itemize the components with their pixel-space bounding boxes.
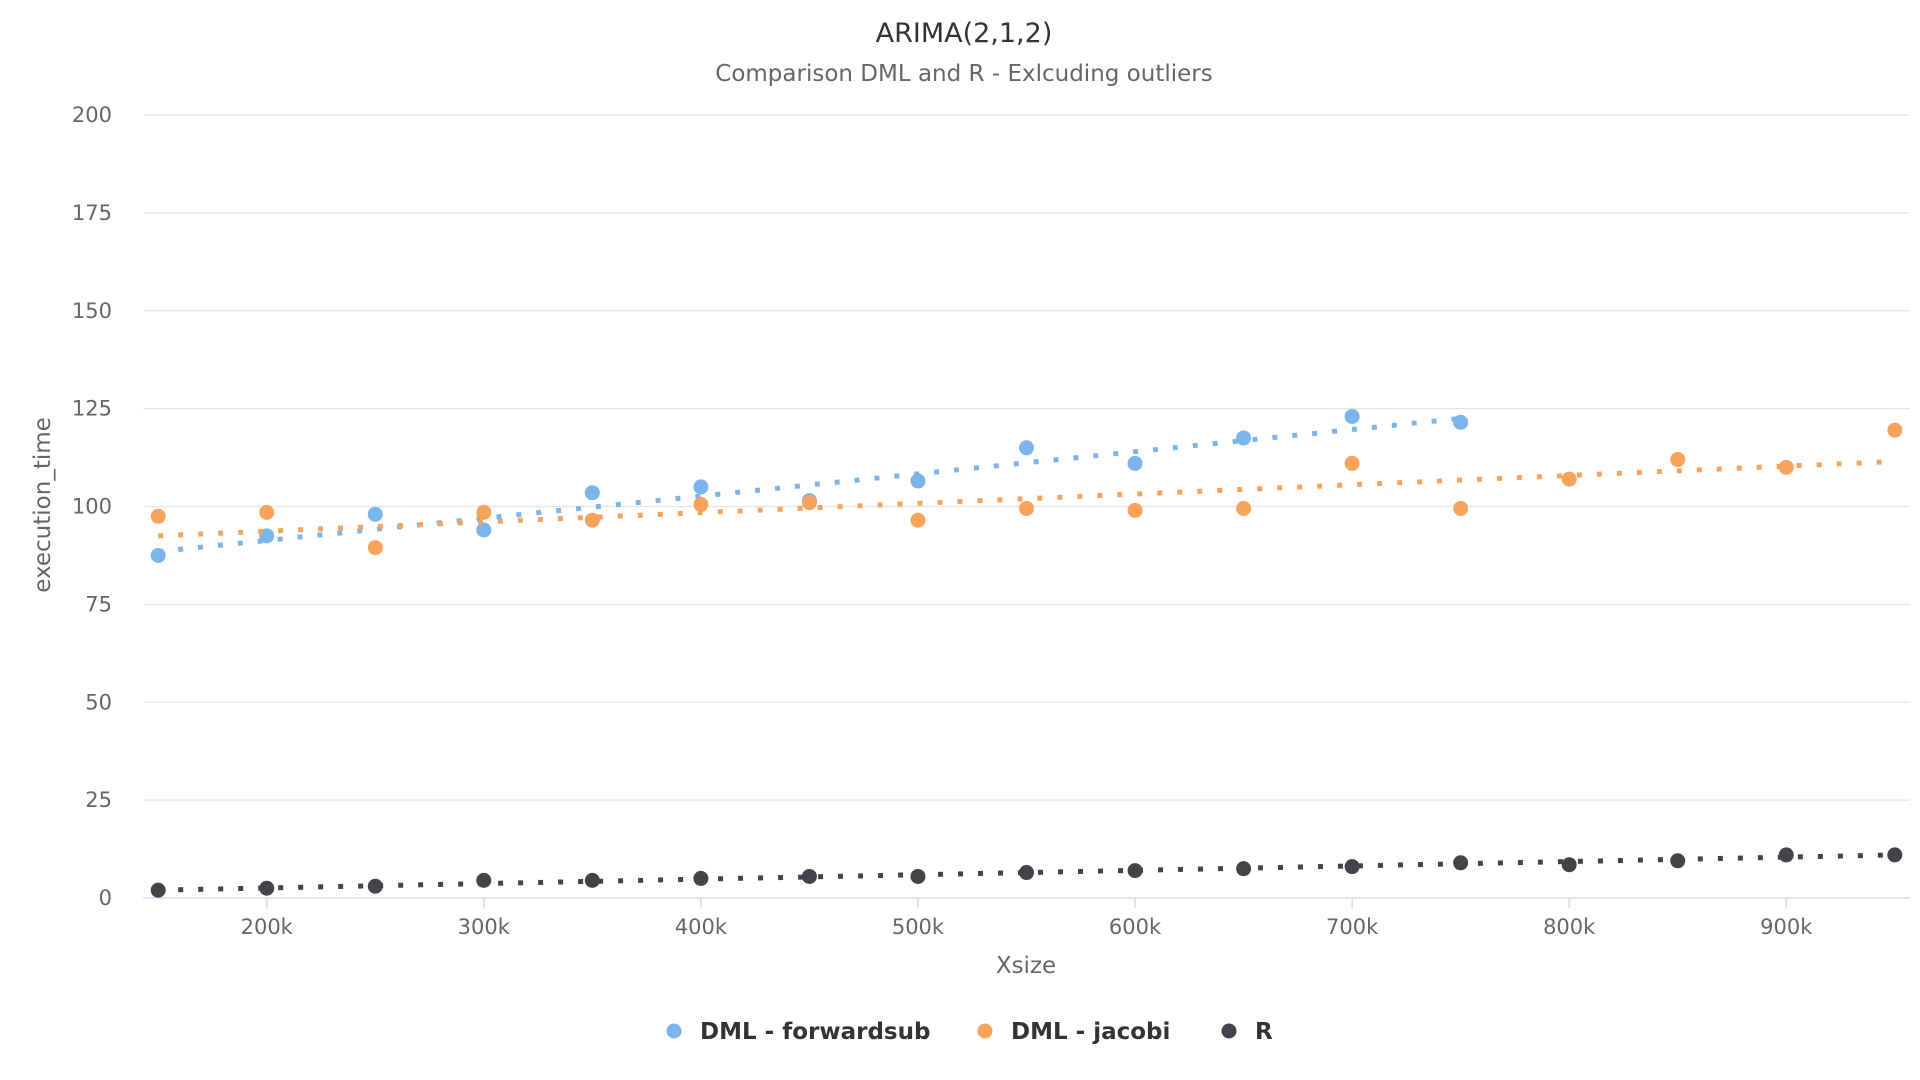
y-axis-ticks: 0 25 50 75 100 125 150 175 200 (72, 103, 112, 910)
data-point[interactable] (910, 473, 926, 489)
data-point[interactable] (367, 540, 383, 556)
data-point[interactable] (1561, 857, 1577, 873)
data-point[interactable] (1887, 847, 1903, 863)
chart-subtitle: Comparison DML and R - Exlcuding outlier… (715, 61, 1212, 87)
data-point[interactable] (1561, 471, 1577, 487)
data-point[interactable] (801, 495, 817, 511)
y-tick-label: 0 (99, 886, 112, 910)
grid-layer (143, 114, 1910, 801)
trendline (157, 415, 1461, 555)
data-point[interactable] (259, 504, 275, 520)
data-point[interactable] (1236, 861, 1252, 877)
data-point[interactable] (1127, 863, 1143, 879)
data-point[interactable] (476, 872, 492, 888)
data-point[interactable] (1019, 440, 1034, 456)
y-tick-label: 75 (85, 592, 112, 616)
trendline (158, 458, 1895, 539)
legend-marker (666, 1023, 682, 1039)
y-tick-label: 25 (85, 788, 112, 812)
data-point[interactable] (584, 512, 600, 528)
data-point[interactable] (1670, 452, 1686, 468)
data-point[interactable] (367, 878, 383, 894)
data-point[interactable] (693, 870, 709, 886)
x-tick-label: 800k (1543, 915, 1596, 939)
data-point[interactable] (584, 872, 600, 888)
series-2 (150, 847, 1903, 898)
data-point[interactable] (1236, 500, 1252, 516)
data-point[interactable] (1778, 459, 1794, 475)
legend: DML - forwardsub DML - jacobi R (666, 1019, 1274, 1045)
series-layer (150, 408, 1903, 898)
data-point[interactable] (1453, 414, 1469, 430)
y-tick-label: 175 (72, 201, 112, 225)
data-point[interactable] (910, 868, 926, 884)
x-axis-ticks: 200k 300k 400k 500k 600k 700k 800k 900k (241, 898, 1813, 939)
data-point[interactable] (1019, 865, 1034, 881)
x-tick-label: 900k (1760, 915, 1813, 939)
legend-marker (977, 1023, 993, 1039)
data-point[interactable] (1887, 422, 1903, 438)
data-point[interactable] (1453, 500, 1469, 516)
y-tick-label: 50 (85, 690, 112, 714)
x-tick-label: 400k (675, 915, 728, 939)
x-tick-label: 700k (1326, 915, 1379, 939)
data-point[interactable] (1236, 430, 1252, 446)
data-point[interactable] (1670, 853, 1686, 869)
data-point[interactable] (476, 522, 492, 538)
data-point[interactable] (476, 504, 492, 520)
data-point[interactable] (1019, 500, 1034, 516)
series-0 (150, 408, 1469, 563)
data-point[interactable] (1778, 847, 1794, 863)
x-tick-label: 300k (458, 915, 511, 939)
data-point[interactable] (1453, 855, 1469, 871)
data-point[interactable] (801, 868, 817, 884)
legend-label: DML - forwardsub (700, 1019, 930, 1045)
data-point[interactable] (1127, 455, 1143, 471)
y-axis-title: execution_time (30, 417, 56, 593)
y-tick-label: 125 (72, 397, 112, 421)
data-point[interactable] (150, 882, 166, 898)
data-point[interactable] (1344, 408, 1360, 424)
data-point[interactable] (367, 506, 383, 522)
x-axis-title: Xsize (996, 953, 1056, 979)
legend-item-0[interactable]: DML - forwardsub (666, 1019, 931, 1045)
data-point[interactable] (1344, 859, 1360, 875)
legend-marker (1221, 1023, 1237, 1039)
x-tick-label: 500k (892, 915, 945, 939)
data-point[interactable] (150, 508, 166, 524)
y-tick-label: 200 (72, 103, 112, 127)
x-tick-label: 600k (1109, 915, 1162, 939)
data-point[interactable] (259, 880, 275, 896)
data-point[interactable] (910, 512, 926, 528)
y-tick-label: 100 (72, 495, 112, 519)
legend-label: R (1255, 1019, 1273, 1045)
data-point[interactable] (150, 547, 166, 563)
y-tick-label: 150 (72, 299, 112, 323)
data-point[interactable] (693, 479, 709, 495)
data-point[interactable] (1127, 502, 1143, 518)
chart-title: ARIMA(2,1,2) (876, 18, 1053, 49)
legend-item-2[interactable]: R (1221, 1019, 1274, 1045)
x-tick-label: 200k (241, 915, 294, 939)
series-1 (150, 422, 1903, 556)
data-point[interactable] (1344, 455, 1360, 471)
legend-item-1[interactable]: DML - jacobi (977, 1019, 1171, 1045)
data-point[interactable] (584, 485, 600, 501)
data-point[interactable] (693, 497, 709, 513)
legend-label: DML - jacobi (1011, 1019, 1170, 1045)
